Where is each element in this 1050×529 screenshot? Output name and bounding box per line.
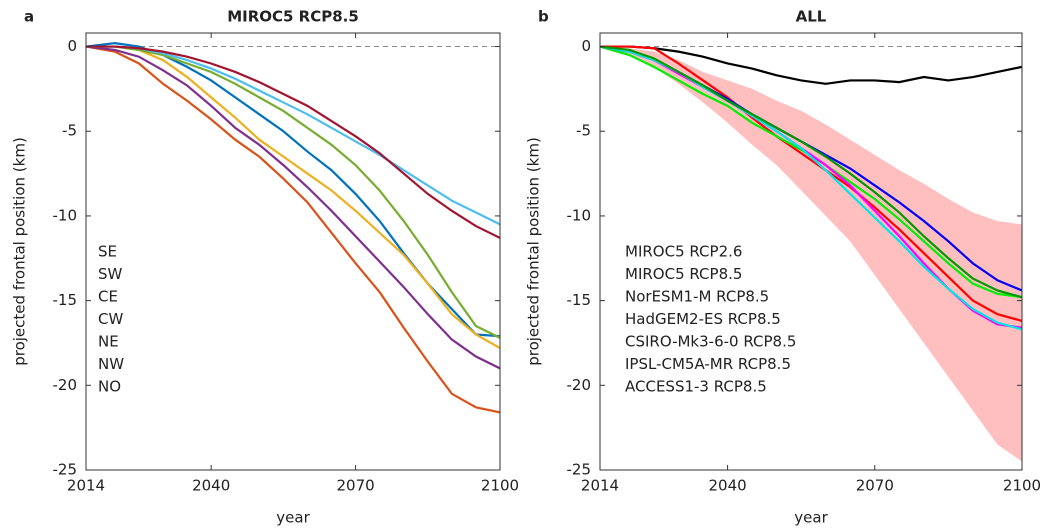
y-tick-label: -20: [53, 376, 78, 394]
series-line: [86, 45, 500, 239]
y-tick-label: 0: [581, 37, 591, 55]
y-tick-label: -10: [53, 206, 78, 224]
y-axis-label: projected frontal position (km): [11, 137, 29, 366]
x-tick-label: 2014: [67, 477, 105, 495]
x-axis-label: year: [794, 509, 828, 527]
plot-area: [86, 42, 500, 414]
chart-title: MIROC5 RCP8.5: [227, 8, 359, 26]
series-line: [600, 45, 1022, 299]
y-tick-label: -20: [567, 376, 592, 394]
x-tick-label: 2100: [481, 477, 519, 495]
series-line: [86, 45, 500, 226]
y-tick-label: -15: [567, 291, 592, 309]
x-tick-label: 2070: [856, 477, 894, 495]
legend-label: CW: [98, 310, 123, 328]
legend-label: HadGEM2-ES RCP8.5: [625, 310, 781, 328]
chart-title: ALL: [796, 8, 827, 26]
axes-frame: [85, 32, 501, 471]
series-line: [600, 45, 1022, 85]
y-tick-label: 0: [67, 37, 77, 55]
x-tick-label: 2040: [708, 477, 746, 495]
legend-label: CSIRO-Mk3-6-0 RCP8.5: [625, 333, 796, 351]
x-axis-label: year: [276, 509, 310, 527]
x-tick-label: 2100: [1003, 477, 1041, 495]
x-tick-label: 2014: [581, 477, 619, 495]
legend-label: NorESM1-M RCP8.5: [625, 288, 769, 306]
panel-label: b: [538, 8, 549, 26]
series-line: [600, 45, 1022, 323]
legend-label: ACCESS1-3 RCP8.5: [625, 378, 767, 396]
legend-label: SW: [98, 265, 123, 283]
y-tick-label: -25: [53, 461, 78, 479]
plot-area: [600, 45, 1022, 462]
legend-label: NW: [98, 355, 124, 373]
legend-label: MIROC5 RCP2.6: [625, 243, 742, 261]
legend-label: MIROC5 RCP8.5: [625, 265, 742, 283]
legend-label: CE: [98, 288, 118, 306]
panel-label: a: [24, 8, 34, 26]
y-axis-label: projected frontal position (km): [525, 137, 543, 366]
legend-label: NO: [98, 378, 121, 396]
y-tick-label: -5: [576, 122, 591, 140]
legend-label: IPSL-CM5A-MR RCP8.5: [625, 355, 791, 373]
legend-label: NE: [98, 333, 119, 351]
series-line: [86, 45, 500, 350]
x-tick-label: 2070: [336, 477, 374, 495]
y-tick-label: -10: [567, 206, 592, 224]
series-line: [86, 45, 500, 370]
x-tick-label: 2040: [192, 477, 230, 495]
axes-frame: [599, 32, 1023, 471]
series-line: [86, 45, 500, 339]
legend-label: SE: [98, 243, 117, 261]
y-tick-label: -5: [62, 122, 77, 140]
series-line: [86, 45, 500, 414]
y-tick-label: -15: [53, 291, 78, 309]
y-tick-label: -25: [567, 461, 592, 479]
